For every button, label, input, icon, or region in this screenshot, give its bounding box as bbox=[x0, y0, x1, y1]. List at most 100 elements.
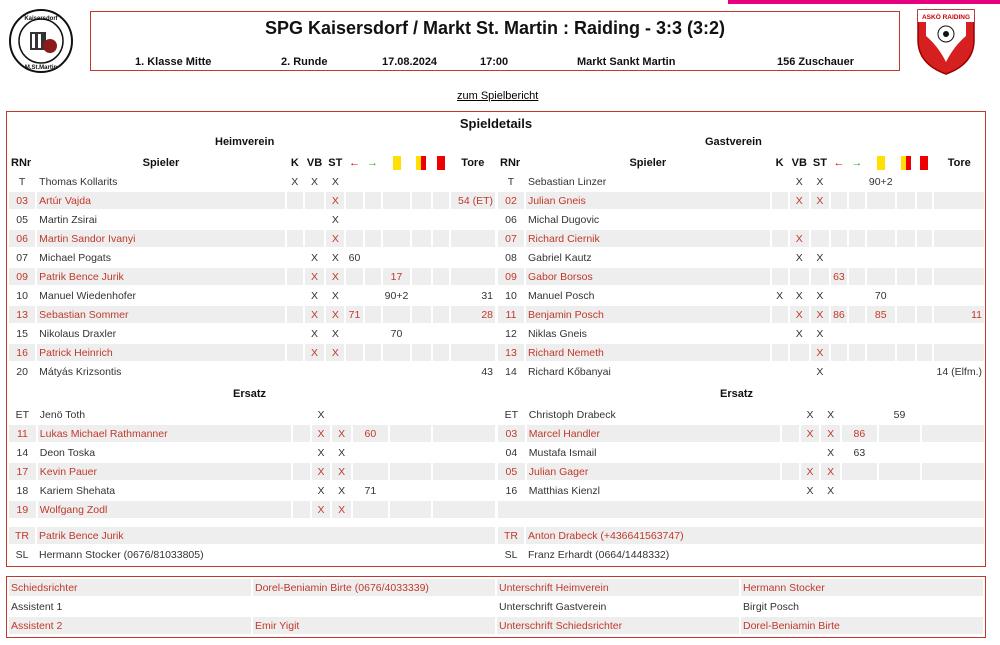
player-row[interactable]: 10 Manuel Wiedenhofer X X 90+2 31 bbox=[9, 287, 495, 304]
vb-mark: X bbox=[311, 425, 331, 442]
sub-row[interactable]: 17 Kevin Pauer X X bbox=[9, 463, 495, 480]
official-label: Assistent 2 bbox=[9, 617, 251, 634]
yellow-red-minute bbox=[896, 306, 915, 323]
st-mark: X bbox=[810, 363, 829, 380]
spacer bbox=[782, 463, 799, 480]
player-number: 14 bbox=[498, 363, 524, 380]
player-row[interactable]: T Thomas Kollarits X X X bbox=[9, 173, 495, 190]
player-row[interactable]: 10 Manuel Posch X X X 70 bbox=[498, 287, 984, 304]
sub-row[interactable]: 18 Kariem Shehata X X 71 bbox=[9, 482, 495, 499]
officials-panel: Schiedsrichter Dorel-Beniamin Birte (0676… bbox=[6, 576, 986, 638]
vb-mark bbox=[304, 211, 325, 228]
match-report-link[interactable]: zum Spielbericht bbox=[457, 90, 539, 102]
player-row[interactable]: 08 Gabriel Kautz X X bbox=[498, 249, 984, 266]
player-name: Manuel Wiedenhofer bbox=[37, 287, 285, 304]
player-row[interactable]: 13 Sebastian Sommer X X 71 28 bbox=[9, 306, 495, 323]
captain-mark bbox=[286, 344, 303, 361]
vb-mark: X bbox=[800, 406, 820, 423]
yellow-red-minute bbox=[896, 211, 915, 228]
captain-mark bbox=[286, 192, 303, 209]
yellow-card-minute bbox=[866, 249, 895, 266]
sub-row[interactable]: 11 Lukas Michael Rathmanner X X 60 bbox=[9, 425, 495, 442]
player-row[interactable]: 02 Julian Gneis X X bbox=[498, 192, 984, 209]
sub-row[interactable]: 03 Marcel Handler X X 86 bbox=[498, 425, 984, 442]
player-name: Martin Sandor Ivanyi bbox=[37, 230, 285, 247]
col-st: ST bbox=[326, 154, 345, 171]
player-row[interactable]: 14 Richard Kőbanyai X 14 (Elfm.) bbox=[498, 363, 984, 380]
captain-mark bbox=[286, 249, 303, 266]
player-row[interactable]: 09 Patrik Bence Jurik X X 17 bbox=[9, 268, 495, 285]
st-mark: X bbox=[810, 306, 829, 323]
player-name: Matthias Kienzl bbox=[526, 482, 781, 499]
sub-in-minute bbox=[848, 363, 865, 380]
sub-in-minute: 71 bbox=[352, 482, 388, 499]
yellow-red-minute bbox=[896, 363, 915, 380]
player-row[interactable]: 07 Richard Ciernik X bbox=[498, 230, 984, 247]
player-row[interactable]: 06 Martin Sandor Ivanyi X bbox=[9, 230, 495, 247]
st-mark: X bbox=[332, 425, 351, 442]
vb-mark: X bbox=[304, 268, 325, 285]
red-card-icon bbox=[916, 154, 933, 171]
sub-out-minute bbox=[346, 211, 363, 228]
sub-in-minute bbox=[848, 268, 865, 285]
yellow-card-minute bbox=[866, 192, 895, 209]
sub-row[interactable]: 05 Julian Gager X X bbox=[498, 463, 984, 480]
vb-mark bbox=[304, 192, 325, 209]
vb-mark: X bbox=[800, 425, 820, 442]
player-row[interactable]: 20 Mátyás Krizsontis 43 bbox=[9, 363, 495, 380]
player-row[interactable]: 07 Michael Pogats X X 60 bbox=[9, 249, 495, 266]
yellow-card-minute bbox=[878, 425, 921, 442]
sub-row[interactable]: 19 Wolfgang Zodl X X bbox=[9, 501, 495, 518]
sub-out-minute bbox=[830, 344, 847, 361]
vb-mark bbox=[789, 344, 809, 361]
st-mark: X bbox=[326, 306, 345, 323]
st-mark: X bbox=[810, 173, 829, 190]
st-mark: X bbox=[326, 249, 345, 266]
player-row[interactable]: 03 Artúr Vajda X 54 (ET) bbox=[9, 192, 495, 209]
goals bbox=[934, 230, 984, 247]
player-name: Benjamin Posch bbox=[525, 306, 770, 323]
league: 1. Klasse Mitte bbox=[135, 56, 212, 68]
player-number: ET bbox=[9, 406, 36, 423]
vb-mark bbox=[789, 363, 809, 380]
player-row[interactable]: 16 Patrick Heinrich X X bbox=[9, 344, 495, 361]
lineup-header-row: RNr Spieler K VB ST ← → Tore bbox=[498, 154, 984, 171]
sub-in-minute bbox=[364, 306, 381, 323]
yellow-card-minute: 85 bbox=[866, 306, 895, 323]
st-mark bbox=[326, 363, 345, 380]
home-club-logo: Kaisersdorf M.St.Martin bbox=[9, 9, 73, 73]
player-name: Michal Dugovic bbox=[525, 211, 770, 228]
player-row[interactable]: T Sebastian Linzer X X 90+2 bbox=[498, 173, 984, 190]
player-number: 16 bbox=[9, 344, 36, 361]
captain-mark bbox=[286, 363, 303, 380]
player-row[interactable]: 15 Nikolaus Draxler X X 70 bbox=[9, 325, 495, 342]
st-mark: X bbox=[821, 406, 840, 423]
player-row[interactable]: 05 Martin Zsirai X bbox=[9, 211, 495, 228]
vb-mark: X bbox=[789, 249, 809, 266]
sub-row[interactable]: 04 Mustafa Ismail X 63 bbox=[498, 444, 984, 461]
sub-row[interactable]: 16 Matthias Kienzl X X bbox=[498, 482, 984, 499]
sub-row[interactable]: ET Christoph Drabeck X X 59 bbox=[498, 406, 984, 423]
captain-mark bbox=[286, 306, 303, 323]
player-row[interactable]: 09 Gabor Borsos 63 bbox=[498, 268, 984, 285]
st-mark: X bbox=[332, 482, 351, 499]
yellow-card-icon bbox=[382, 154, 411, 171]
vb-mark: X bbox=[311, 406, 331, 423]
home-team-label: Heimverein bbox=[215, 136, 275, 148]
red-card-minute bbox=[432, 325, 449, 342]
yellow-card-minute bbox=[382, 344, 411, 361]
staff-name: Hermann Stocker (0676/81033805) bbox=[37, 546, 495, 563]
sub-out-minute bbox=[346, 363, 363, 380]
player-row[interactable]: 13 Richard Nemeth X bbox=[498, 344, 984, 361]
player-name: Mustafa Ismail bbox=[526, 444, 781, 461]
player-row[interactable]: 11 Benjamin Posch X X 86 85 11 bbox=[498, 306, 984, 323]
sub-in-minute bbox=[364, 192, 381, 209]
player-row[interactable]: 06 Michal Dugovic bbox=[498, 211, 984, 228]
sub-row[interactable]: 14 Deon Toska X X bbox=[9, 444, 495, 461]
round: 2. Runde bbox=[281, 56, 328, 68]
sub-in-minute bbox=[364, 230, 381, 247]
col-vb: VB bbox=[304, 154, 325, 171]
sub-row[interactable]: ET Jenö Toth X bbox=[9, 406, 495, 423]
staff-role: TR bbox=[498, 527, 524, 544]
player-row[interactable]: 12 Niklas Gneis X X bbox=[498, 325, 984, 342]
